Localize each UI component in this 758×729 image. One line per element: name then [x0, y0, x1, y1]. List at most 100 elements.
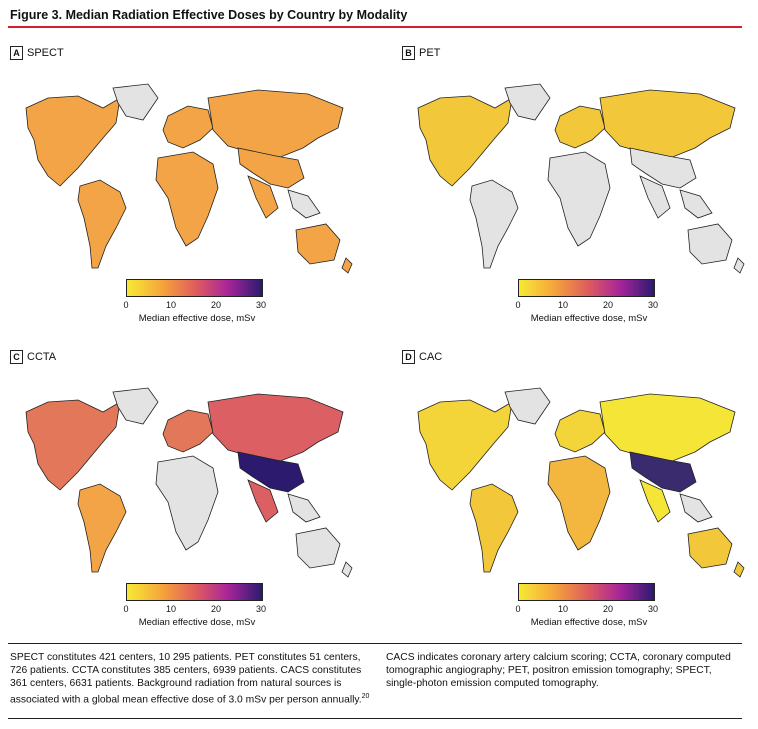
- colorbar-ticks: 0 10 20 30: [123, 297, 267, 313]
- panel-letter: B: [402, 46, 415, 60]
- colorbar-gradient: [518, 279, 655, 297]
- colorbar-tick: 10: [165, 604, 177, 614]
- colorbar-gradient: [126, 583, 263, 601]
- south-america-shape: [469, 483, 519, 573]
- colorbar-title: Median effective dose, mSv: [138, 313, 256, 324]
- europe-shape: [554, 105, 606, 149]
- colorbar-ticks: 0 10 20 30: [515, 601, 659, 617]
- southeast-asia-shape: [287, 189, 321, 219]
- russia-asia-shape: [599, 393, 736, 463]
- colorbar-tick: 20: [210, 300, 222, 310]
- colorbar-tick: 10: [557, 604, 569, 614]
- greenland-shape: [504, 387, 551, 425]
- colorbar-gradient: [518, 583, 655, 601]
- panel-label: B PET: [402, 46, 440, 60]
- colorbar-tick: 30: [255, 300, 267, 310]
- colorbar-title: Median effective dose, mSv: [530, 313, 648, 324]
- new-zealand-shape: [341, 561, 353, 578]
- panel-ccta: C CCTA 0 10 20 30 Median effective dose,…: [8, 350, 368, 650]
- colorbar-tick: 30: [647, 300, 659, 310]
- russia-asia-shape: [599, 89, 736, 159]
- europe-shape: [162, 105, 214, 149]
- panel-label: D CAC: [402, 350, 442, 364]
- panel-cac: D CAC 0 10 20 30 Median effective dose, …: [400, 350, 758, 650]
- southeast-asia-shape: [287, 493, 321, 523]
- africa-shape: [155, 455, 219, 551]
- panel-letter: A: [10, 46, 23, 60]
- africa-shape: [547, 455, 611, 551]
- central-asia-shape: [237, 147, 305, 189]
- europe-shape: [554, 409, 606, 453]
- north-america-shape: [25, 399, 121, 491]
- colorbar: 0 10 20 30 Median effective dose, mSv: [515, 279, 659, 324]
- new-zealand-shape: [733, 257, 745, 274]
- panel-letter: C: [10, 350, 23, 364]
- africa-shape: [155, 151, 219, 247]
- australia-shape: [687, 527, 733, 569]
- world-map: [25, 83, 353, 274]
- russia-asia-shape: [207, 393, 344, 463]
- colorbar-tick: 0: [515, 300, 521, 310]
- colorbar-tick: 0: [123, 604, 129, 614]
- figure-title: Figure 3. Median Radiation Effective Dos…: [10, 8, 408, 22]
- world-map: [417, 387, 745, 578]
- footnote-right: CACS indicates coronary artery calcium s…: [386, 652, 731, 689]
- footnote-left-text: SPECT constitutes 421 centers, 10 295 pa…: [10, 652, 362, 706]
- australia-shape: [295, 527, 341, 569]
- north-america-shape: [417, 399, 513, 491]
- colorbar: 0 10 20 30 Median effective dose, mSv: [123, 279, 267, 324]
- russia-asia-shape: [207, 89, 344, 159]
- colorbar-tick: 20: [602, 604, 614, 614]
- colorbar: 0 10 20 30 Median effective dose, mSv: [515, 583, 659, 628]
- colorbar-ticks: 0 10 20 30: [123, 601, 267, 617]
- panel-name: CAC: [419, 351, 443, 363]
- north-america-shape: [417, 95, 513, 187]
- footnote-top-rule: [8, 643, 742, 644]
- panel-letter: D: [402, 350, 415, 364]
- footnote-left: SPECT constitutes 421 centers, 10 295 pa…: [10, 651, 370, 706]
- greenland-shape: [112, 83, 159, 121]
- panel-pet: B PET 0 10 20 30 Median effective dose, …: [400, 46, 758, 346]
- south-asia-shape: [247, 175, 279, 219]
- colorbar: 0 10 20 30 Median effective dose, mSv: [123, 583, 267, 628]
- footnote-bottom-rule: [8, 718, 742, 719]
- panel-name: CCTA: [27, 351, 57, 363]
- south-america-shape: [469, 179, 519, 269]
- south-asia-shape: [639, 479, 671, 523]
- europe-shape: [162, 409, 214, 453]
- south-asia-shape: [247, 479, 279, 523]
- greenland-shape: [504, 83, 551, 121]
- world-map: [417, 83, 745, 274]
- colorbar-tick: 30: [255, 604, 267, 614]
- southeast-asia-shape: [679, 189, 713, 219]
- title-rule: [8, 26, 742, 28]
- footnote-ref: 20: [361, 693, 370, 700]
- colorbar-tick: 20: [602, 300, 614, 310]
- panel-name: PET: [419, 47, 441, 59]
- greenland-shape: [112, 387, 159, 425]
- panel-name: SPECT: [27, 47, 64, 59]
- central-asia-shape: [237, 451, 305, 493]
- australia-shape: [687, 223, 733, 265]
- south-asia-shape: [639, 175, 671, 219]
- africa-shape: [547, 151, 611, 247]
- panel-label: A SPECT: [10, 46, 64, 60]
- colorbar-tick: 20: [210, 604, 222, 614]
- colorbar-ticks: 0 10 20 30: [515, 297, 659, 313]
- new-zealand-shape: [341, 257, 353, 274]
- south-america-shape: [77, 179, 127, 269]
- colorbar-title: Median effective dose, mSv: [530, 617, 648, 628]
- north-america-shape: [25, 95, 121, 187]
- colorbar-tick: 0: [515, 604, 521, 614]
- central-asia-shape: [629, 451, 697, 493]
- colorbar-tick: 0: [123, 300, 129, 310]
- new-zealand-shape: [733, 561, 745, 578]
- australia-shape: [295, 223, 341, 265]
- southeast-asia-shape: [679, 493, 713, 523]
- colorbar-tick: 30: [647, 604, 659, 614]
- world-map: [25, 387, 353, 578]
- central-asia-shape: [629, 147, 697, 189]
- colorbar-title: Median effective dose, mSv: [138, 617, 256, 628]
- panel-label: C CCTA: [10, 350, 56, 364]
- south-america-shape: [77, 483, 127, 573]
